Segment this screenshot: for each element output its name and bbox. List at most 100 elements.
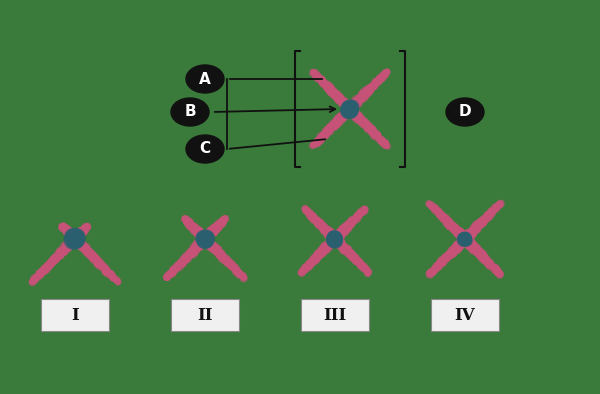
Circle shape [462, 237, 469, 243]
Circle shape [38, 269, 46, 276]
Circle shape [337, 95, 344, 103]
Circle shape [116, 280, 120, 284]
Circle shape [341, 245, 350, 254]
Circle shape [357, 260, 362, 266]
Circle shape [220, 217, 224, 222]
Circle shape [371, 132, 377, 139]
Circle shape [74, 237, 83, 246]
Circle shape [323, 84, 329, 90]
Circle shape [495, 204, 500, 208]
Circle shape [331, 91, 338, 98]
Circle shape [427, 271, 432, 276]
Circle shape [212, 227, 217, 231]
Circle shape [481, 216, 488, 223]
Circle shape [53, 254, 61, 261]
Circle shape [184, 218, 190, 224]
Circle shape [446, 249, 455, 258]
Circle shape [112, 277, 115, 280]
Circle shape [54, 251, 62, 258]
Circle shape [364, 89, 370, 95]
Circle shape [173, 264, 179, 269]
Circle shape [349, 101, 357, 110]
Circle shape [343, 104, 356, 117]
Circle shape [66, 230, 72, 236]
Circle shape [205, 234, 211, 240]
Circle shape [62, 247, 67, 252]
Circle shape [442, 216, 449, 223]
Circle shape [498, 271, 503, 277]
Circle shape [332, 236, 338, 241]
Circle shape [62, 227, 67, 231]
Circle shape [364, 87, 371, 95]
Circle shape [304, 266, 308, 271]
Circle shape [359, 117, 368, 126]
Circle shape [310, 255, 318, 264]
Circle shape [448, 249, 456, 258]
Circle shape [350, 100, 359, 109]
Circle shape [452, 227, 461, 235]
Circle shape [449, 223, 454, 228]
Circle shape [311, 70, 317, 76]
Circle shape [426, 201, 431, 206]
Circle shape [82, 226, 87, 231]
Circle shape [359, 263, 366, 269]
Circle shape [334, 115, 343, 125]
Circle shape [64, 229, 70, 236]
Circle shape [206, 230, 214, 238]
Circle shape [459, 232, 466, 239]
Circle shape [460, 238, 466, 244]
Circle shape [346, 104, 352, 111]
Circle shape [335, 93, 340, 99]
Circle shape [322, 227, 329, 234]
Circle shape [355, 215, 360, 219]
Circle shape [92, 256, 98, 262]
Circle shape [216, 250, 224, 258]
Circle shape [443, 218, 448, 223]
Circle shape [349, 252, 354, 257]
Circle shape [32, 278, 38, 284]
Circle shape [384, 143, 389, 149]
Circle shape [323, 242, 332, 251]
Circle shape [339, 242, 346, 249]
Circle shape [485, 214, 489, 218]
Circle shape [458, 233, 468, 243]
Circle shape [241, 276, 247, 282]
Circle shape [209, 229, 217, 236]
Circle shape [187, 250, 194, 258]
Circle shape [376, 136, 380, 140]
Circle shape [82, 227, 88, 234]
Circle shape [345, 107, 352, 113]
Circle shape [368, 126, 374, 132]
Circle shape [455, 229, 460, 234]
Circle shape [342, 101, 348, 108]
Circle shape [372, 80, 379, 85]
Circle shape [232, 264, 238, 271]
Circle shape [331, 234, 336, 240]
Circle shape [432, 208, 437, 214]
Text: I: I [71, 307, 79, 323]
Circle shape [383, 140, 388, 145]
Circle shape [77, 232, 83, 237]
Circle shape [236, 269, 241, 274]
Circle shape [347, 105, 353, 111]
Circle shape [33, 276, 37, 280]
Circle shape [62, 245, 68, 251]
Circle shape [497, 201, 502, 206]
Circle shape [68, 233, 77, 242]
Circle shape [182, 256, 187, 261]
Circle shape [491, 266, 498, 273]
Circle shape [322, 244, 331, 253]
Circle shape [187, 249, 196, 258]
Circle shape [335, 230, 343, 238]
Circle shape [358, 211, 363, 216]
Circle shape [493, 207, 497, 211]
Circle shape [463, 235, 470, 242]
Circle shape [479, 217, 486, 224]
Circle shape [88, 252, 95, 259]
Circle shape [69, 234, 77, 242]
Circle shape [229, 263, 236, 269]
Circle shape [377, 136, 382, 141]
Circle shape [350, 110, 359, 120]
Circle shape [492, 206, 499, 212]
Circle shape [325, 132, 329, 136]
